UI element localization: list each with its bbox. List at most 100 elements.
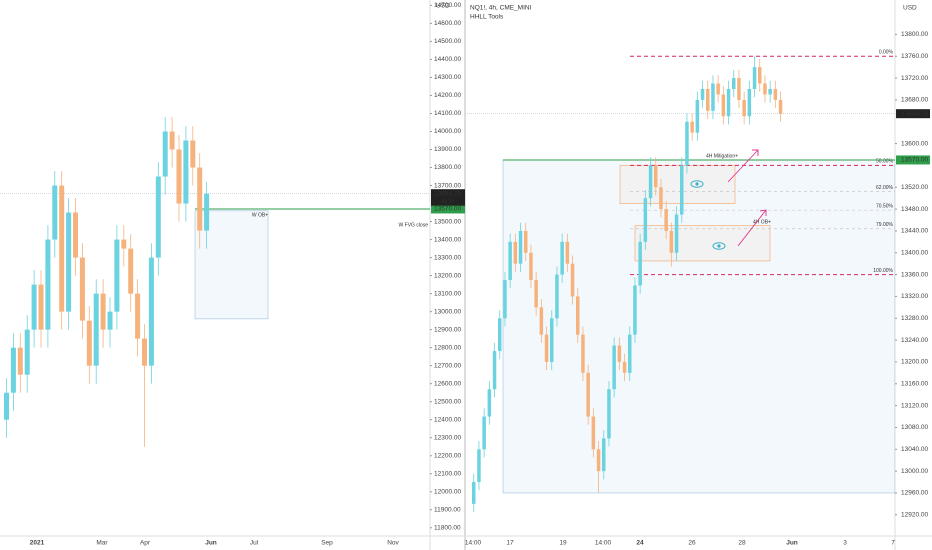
candle-body xyxy=(654,165,658,188)
candle-body xyxy=(622,361,627,373)
candle-body xyxy=(659,187,663,210)
y-tick-label: 13900.00 xyxy=(434,146,461,153)
y-tick-label: 13700.00 xyxy=(434,182,461,189)
candle-body xyxy=(487,389,492,417)
candle-body xyxy=(550,318,554,362)
candle-body xyxy=(93,293,99,366)
candle-body xyxy=(190,140,196,168)
candle-body xyxy=(565,241,570,264)
candle-body xyxy=(700,88,705,100)
price-badge-label: 13570.00 xyxy=(901,157,928,164)
candle-body xyxy=(638,241,642,286)
candle-body xyxy=(518,230,523,264)
y-tick-label: 13080.00 xyxy=(901,424,928,431)
y-tick-label: 13200.00 xyxy=(901,359,928,366)
candle-body xyxy=(737,78,741,100)
candle-body xyxy=(669,230,674,253)
y-tick-label: 13100.00 xyxy=(434,290,461,297)
y-tick-label: 13400.00 xyxy=(434,236,461,243)
candle-body xyxy=(155,176,161,258)
candle-body xyxy=(633,285,637,335)
price-badge xyxy=(431,189,465,199)
candle-body xyxy=(732,78,736,89)
candle-body xyxy=(581,334,585,373)
candle-body xyxy=(674,214,679,253)
y-tick-label: 14500.00 xyxy=(434,38,461,45)
fib-label: 62.00% xyxy=(876,185,894,191)
candle-body xyxy=(576,296,580,335)
axis-unit: USD xyxy=(903,5,917,12)
y-tick-label: 14200.00 xyxy=(434,92,461,99)
candle-body xyxy=(768,88,772,95)
y-tick-label: 13360.00 xyxy=(901,271,928,278)
candle-body xyxy=(643,198,648,242)
y-tick-label: 13000.00 xyxy=(901,468,928,475)
y-tick-label: 12000.00 xyxy=(434,488,461,495)
candle-body xyxy=(524,230,528,253)
x-tick-label: 7 xyxy=(891,540,895,547)
candle-body xyxy=(778,99,783,114)
x-tick-label: 2021 xyxy=(30,540,45,547)
zone xyxy=(634,225,771,262)
y-tick-label: 14300.00 xyxy=(434,74,461,81)
eye-icon xyxy=(690,180,726,250)
y-tick-label: 14700.00 xyxy=(434,2,461,9)
y-tick-label: 13320.00 xyxy=(901,293,928,300)
pane xyxy=(0,117,430,447)
x-tick-label: 17 xyxy=(506,540,514,547)
y-tick-label: 13520.00 xyxy=(901,184,928,191)
y-tick-label: 12300.00 xyxy=(434,434,461,441)
candle-body xyxy=(45,239,51,330)
candle-body xyxy=(648,165,653,199)
y-tick-label: 12600.00 xyxy=(434,380,461,387)
annotation: W FVG close xyxy=(399,222,429,228)
candle-body xyxy=(204,193,210,231)
countdown-badge xyxy=(431,197,465,206)
y-tick-label: 12960.00 xyxy=(901,490,928,497)
y-tick-label: 13160.00 xyxy=(901,380,928,387)
y-tick-label: 13680.00 xyxy=(901,97,928,104)
candle-body xyxy=(690,121,694,133)
y-tick-label: 13400.00 xyxy=(901,249,928,256)
candle-body xyxy=(472,482,476,504)
candle-body xyxy=(612,345,616,390)
candle-body xyxy=(31,284,37,330)
price-badge-label: 13654.75 xyxy=(901,110,928,117)
candle-body xyxy=(59,185,65,312)
candle-body xyxy=(10,347,16,393)
candle-body xyxy=(596,449,601,472)
candle-body xyxy=(628,334,632,373)
x-tick-label: Apr xyxy=(140,540,151,547)
candle-body xyxy=(197,167,203,231)
candle-body xyxy=(711,83,715,111)
arrow xyxy=(727,149,767,247)
candle-body xyxy=(79,257,85,321)
x-tick-label: Mar xyxy=(96,540,108,547)
y-tick-label: 14000.00 xyxy=(434,128,461,135)
zone xyxy=(619,165,736,204)
x-tick-label: Jun xyxy=(205,540,217,547)
candle-body xyxy=(107,311,113,330)
candle-body xyxy=(38,284,44,330)
candle-body xyxy=(508,241,512,281)
y-tick-label: 12920.00 xyxy=(901,512,928,519)
candle-body xyxy=(747,88,752,117)
y-tick-label: 12500.00 xyxy=(434,398,461,405)
candle-body xyxy=(617,345,622,362)
y-tick-label: 13600.00 xyxy=(901,140,928,147)
y-tick-label: 12200.00 xyxy=(434,452,461,459)
zone xyxy=(194,210,269,320)
candle-body xyxy=(752,67,757,89)
annotation: 4H Mitigation+ xyxy=(706,153,738,159)
y-tick-label: 12100.00 xyxy=(434,470,461,477)
y-tick-label: 13500.00 xyxy=(434,218,461,225)
y-tick-label: 13300.00 xyxy=(434,254,461,261)
candle-body xyxy=(773,88,778,100)
candle-body xyxy=(86,320,92,366)
x-tick-label: 19 xyxy=(559,540,567,547)
price-badge-label: 13570.00 xyxy=(434,206,461,213)
candle-body xyxy=(100,293,106,330)
y-tick-label: 12700.00 xyxy=(434,362,461,369)
y-tick-label: 13800.00 xyxy=(434,164,461,171)
candle-body xyxy=(114,239,120,312)
